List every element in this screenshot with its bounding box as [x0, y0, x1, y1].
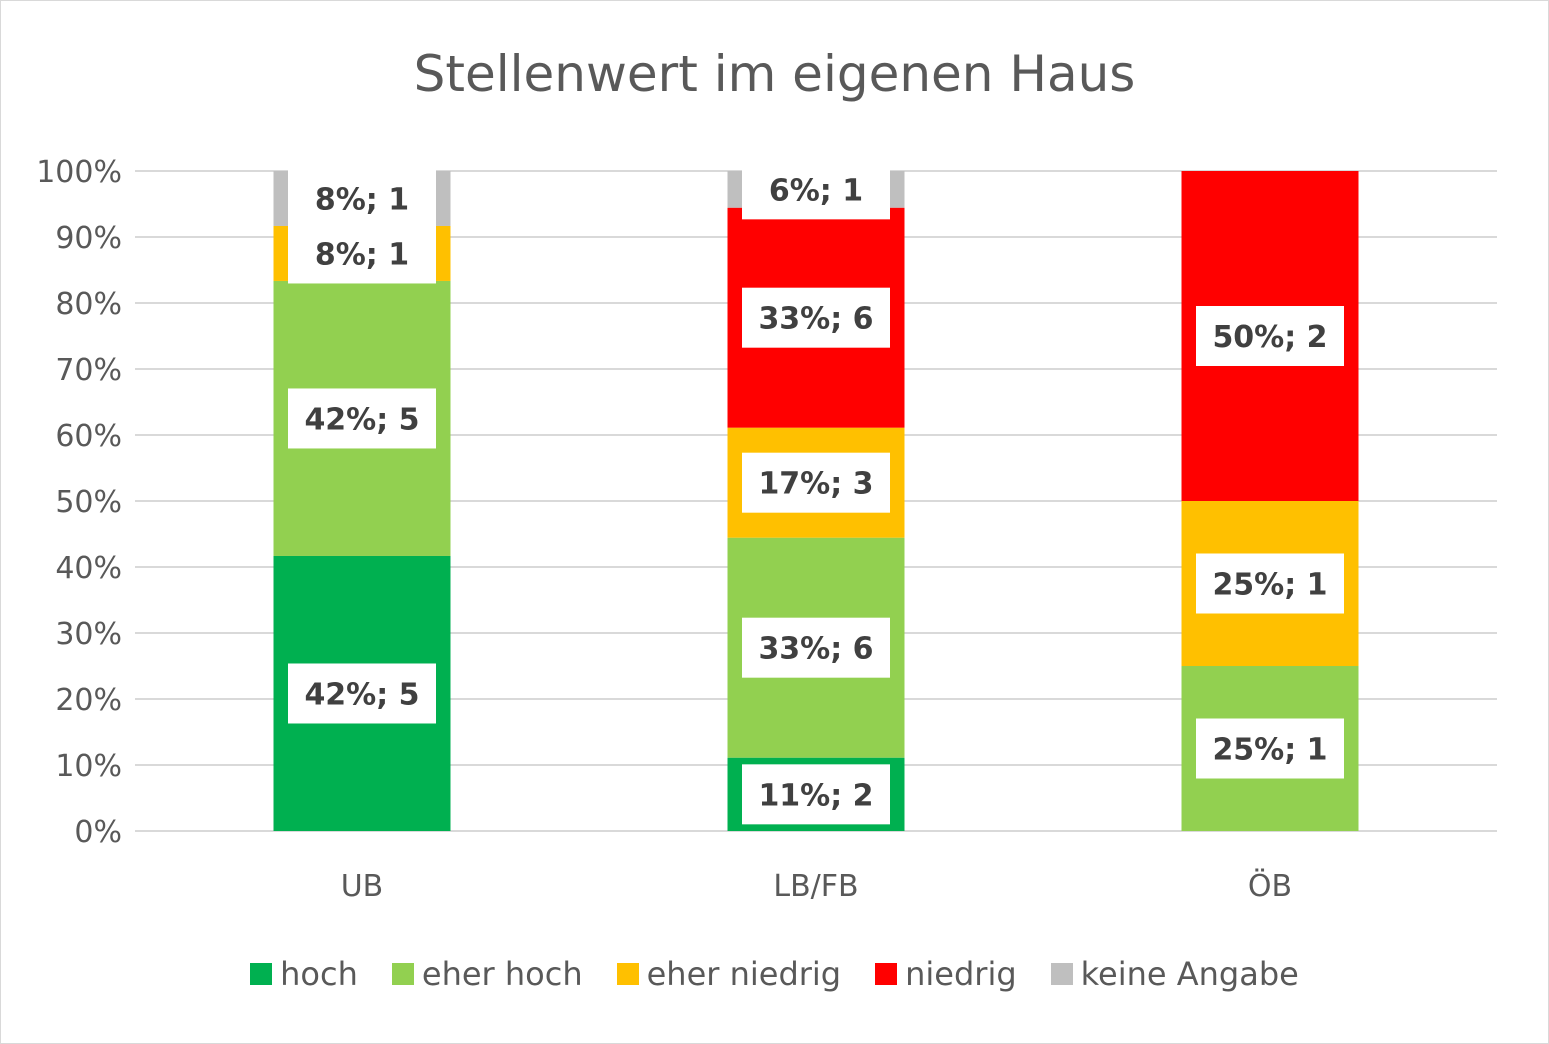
- legend-item: eher hoch: [391, 955, 583, 993]
- data-label: 25%; 1: [1212, 733, 1327, 768]
- data-label-box: [288, 223, 436, 284]
- y-tick-label: 70%: [55, 353, 122, 388]
- data-label-box: [742, 287, 890, 348]
- data-label-box: [742, 617, 890, 678]
- data-label-box: [742, 764, 890, 825]
- x-tick-label: UB: [341, 869, 384, 904]
- legend-item: eher niedrig: [616, 955, 842, 993]
- y-tick-label: 100%: [36, 155, 122, 190]
- data-label-box: [1196, 718, 1344, 779]
- legend-label: keine Angabe: [1080, 955, 1299, 993]
- data-label: 8%; 1: [315, 182, 409, 217]
- data-label: 25%; 1: [1212, 568, 1327, 603]
- x-tick-label: ÖB: [1248, 868, 1292, 904]
- legend: hoch eher hoch eher niedrig niedrig keine An…: [0, 955, 1549, 993]
- data-label-box: [1196, 553, 1344, 614]
- data-label: 33%; 6: [758, 302, 873, 337]
- data-label-box: [742, 452, 890, 513]
- legend-label: niedrig: [905, 955, 1017, 993]
- data-label-box: [1196, 306, 1344, 366]
- x-tick-label: LB/FB: [773, 869, 858, 904]
- data-label: 42%; 5: [304, 402, 419, 437]
- data-label: 11%; 2: [758, 778, 873, 813]
- y-tick-label: 0%: [74, 815, 122, 850]
- legend-swatch: [250, 963, 273, 985]
- y-tick-label: 40%: [55, 551, 122, 586]
- y-tick-label: 80%: [55, 287, 122, 322]
- legend-item: niedrig: [875, 955, 1017, 993]
- legend-label: hoch: [280, 955, 358, 993]
- legend-swatch: [1050, 963, 1073, 985]
- y-tick-label: 20%: [55, 683, 122, 718]
- data-label: 33%; 6: [758, 632, 873, 667]
- data-label: 17%; 3: [758, 467, 873, 502]
- legend-swatch: [391, 963, 414, 985]
- data-label: 50%; 2: [1212, 320, 1327, 355]
- data-label-box: [288, 168, 436, 229]
- data-label: 8%; 1: [315, 237, 409, 272]
- data-label-box: [288, 388, 436, 449]
- y-tick-label: 50%: [55, 485, 122, 520]
- data-label-box: [742, 159, 890, 220]
- legend-swatch: [875, 963, 898, 985]
- data-label-box: [288, 663, 436, 724]
- legend-label: eher niedrig: [646, 955, 842, 993]
- y-tick-label: 60%: [55, 419, 122, 454]
- chart-title: Stellenwert im eigenen Haus: [413, 45, 1136, 103]
- data-label: 6%; 1: [769, 173, 863, 208]
- legend-item: keine Angabe: [1050, 955, 1299, 993]
- y-tick-label: 90%: [55, 221, 122, 256]
- legend-label: eher hoch: [421, 955, 583, 993]
- legend-swatch: [616, 963, 639, 985]
- legend-item: hoch: [250, 955, 358, 993]
- data-label: 42%; 5: [304, 677, 419, 712]
- y-tick-label: 30%: [55, 617, 122, 652]
- y-tick-label: 10%: [55, 749, 122, 784]
